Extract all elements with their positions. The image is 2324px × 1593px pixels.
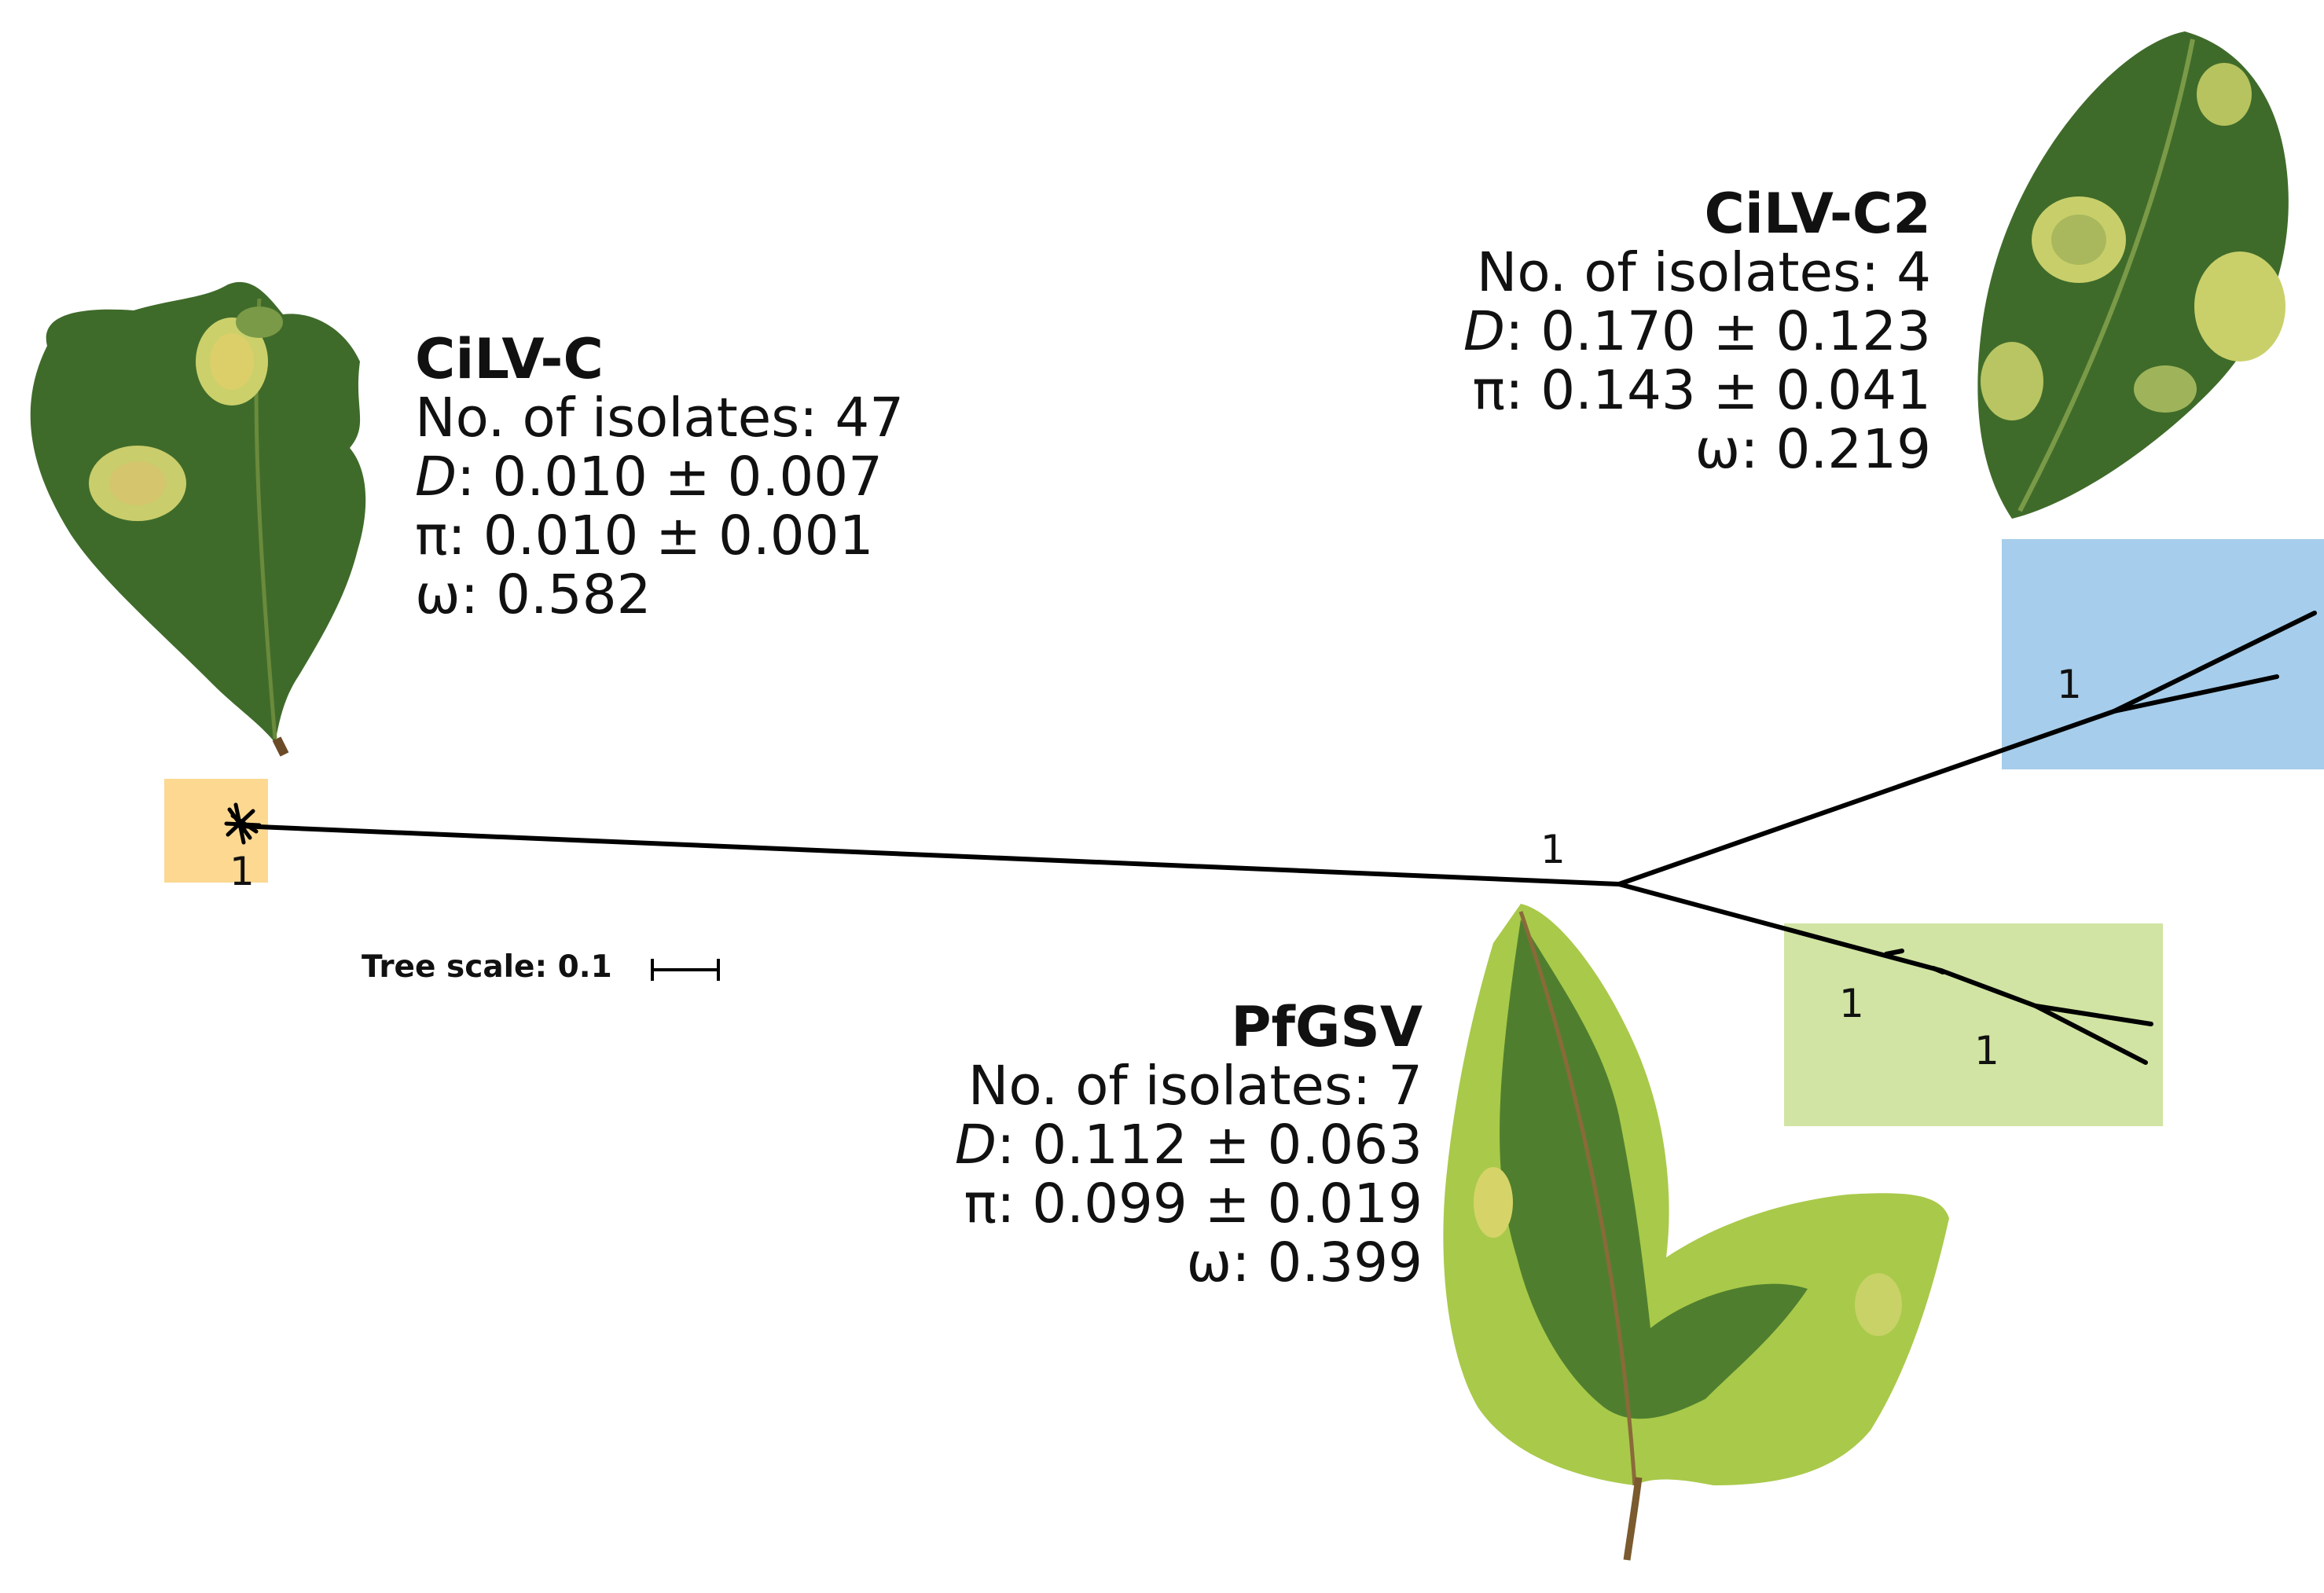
tree-scale-bar (651, 959, 720, 981)
d-symbol: D (415, 446, 457, 508)
pfgsv-diversity-d: D: 0.112 ± 0.063 (955, 1116, 1423, 1175)
pi-value: : 0.010 ± 0.001 (447, 505, 874, 567)
cilvc-omega: ω: 0.582 (415, 566, 904, 625)
cilvc2-title: CiLV-C2 (1704, 182, 1931, 246)
pfgsv-branch-a (2033, 1004, 2153, 1026)
cilvc2-omega: ω: 0.219 (1463, 418, 1932, 481)
pfgsv-outer-support-value: 1 (1839, 981, 1864, 1026)
d-value: : 0.112 ± 0.063 (997, 1114, 1423, 1176)
cilvc-nucleotide-diversity: π: 0.010 ± 0.001 (415, 507, 904, 566)
pfgsv-omega: ω: 0.399 (955, 1234, 1423, 1293)
isolates-label: No. of isolates: (415, 387, 835, 450)
d-value: : 0.170 ± 0.123 (1505, 300, 1931, 363)
cilvc-isolates: No. of isolates: 47 (415, 389, 904, 448)
cilvc-leaf-image (30, 281, 366, 757)
cilvc2-support-value: 1 (2057, 662, 2082, 707)
cilvc2-isolates: No. of isolates: 4 (1463, 244, 1931, 303)
cilvc-diversity-d: D: 0.010 ± 0.007 (415, 448, 904, 507)
isolates-value: 47 (835, 387, 905, 450)
pfgsv-nucleotide-diversity: π: 0.099 ± 0.019 (955, 1175, 1423, 1234)
cilvc2-stats-panel: CiLV-C2 No. of isolates: 4 D: 0.170 ± 0.… (1463, 185, 1931, 479)
pi-symbol: π (415, 505, 448, 567)
cilvc2-branch-a (2112, 611, 2317, 714)
pfgsv-branch-b (2033, 1004, 2148, 1065)
cilvc2-diversity-d: D: 0.170 ± 0.123 (1463, 303, 1931, 362)
cilvc2-nucleotide-diversity: π: 0.143 ± 0.041 (1463, 362, 1931, 420)
omega-symbol: ω (1186, 1231, 1232, 1294)
isolates-value: 4 (1896, 241, 1931, 304)
tree-scale-label: Tree scale: 0.1 (362, 949, 612, 985)
cilvc2-branch-b (2112, 674, 2279, 714)
d-value: : 0.010 ± 0.007 (457, 446, 883, 508)
pfgsv-leaf-image (1443, 904, 1949, 1561)
d-symbol: D (1463, 300, 1506, 363)
d-symbol: D (954, 1114, 997, 1176)
pfgsv-inner-support-value: 1 (1974, 1028, 1999, 1074)
tree-branches (237, 611, 2317, 1065)
isolates-label: No. of isolates: (1476, 241, 1897, 304)
isolates-value: 7 (1388, 1055, 1423, 1118)
cilvc-stats-panel: CiLV-C No. of isolates: 47 D: 0.010 ± 0.… (415, 330, 904, 625)
root-support-value: 1 (1540, 827, 1566, 872)
pfgsv-title: PfGSV (1231, 995, 1423, 1059)
cilvc-collapsed-cluster (224, 802, 262, 845)
pi-value: : 0.099 ± 0.019 (997, 1173, 1423, 1235)
omega-value: : 0.582 (460, 563, 652, 626)
pi-symbol: π (964, 1173, 997, 1235)
pfgsv-mid-branch (1939, 968, 2038, 1008)
cilvc2-stem-branch (1617, 709, 2117, 886)
omega-symbol: ω (1694, 418, 1741, 481)
cilvc-clade-highlight (164, 779, 268, 883)
pi-symbol: π (1472, 359, 1506, 422)
cilvc-title: CiLV-C (415, 327, 604, 391)
cilvc-support-value: 1 (229, 849, 255, 894)
pfgsv-isolates: No. of isolates: 7 (955, 1057, 1423, 1116)
omega-value: : 0.219 (1740, 418, 1931, 481)
cilvc2-leaf-image (1977, 31, 2289, 519)
pfgsv-stats-panel: PfGSV No. of isolates: 7 D: 0.112 ± 0.06… (955, 998, 1423, 1293)
isolates-label: No. of isolates: (967, 1055, 1389, 1118)
pfgsv-stub-2 (1931, 966, 1945, 975)
pfgsv-stub-1 (1884, 949, 1904, 956)
pfgsv-clade-highlight (1784, 923, 2163, 1126)
cilvc-stem-branch (237, 824, 1621, 886)
omega-symbol: ω (415, 563, 461, 626)
omega-value: : 0.399 (1232, 1231, 1423, 1294)
pi-value: : 0.143 ± 0.041 (1505, 359, 1931, 422)
